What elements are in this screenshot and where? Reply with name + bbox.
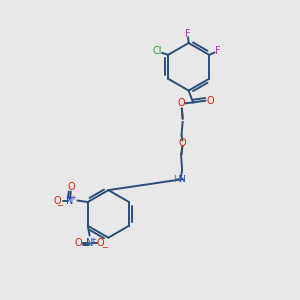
Text: −: − bbox=[101, 243, 108, 252]
Text: O: O bbox=[53, 196, 61, 206]
Text: +: + bbox=[70, 195, 76, 201]
Text: O: O bbox=[178, 139, 186, 148]
Text: −: − bbox=[56, 201, 63, 210]
Text: +: + bbox=[90, 237, 96, 243]
Text: O: O bbox=[67, 182, 75, 192]
Text: N: N bbox=[66, 196, 74, 206]
Text: O: O bbox=[207, 96, 214, 106]
Text: N: N bbox=[178, 175, 185, 184]
Text: O: O bbox=[74, 238, 82, 248]
Text: H: H bbox=[173, 175, 179, 184]
Text: N: N bbox=[85, 238, 93, 248]
Text: O: O bbox=[97, 238, 104, 248]
Text: Cl: Cl bbox=[152, 46, 161, 56]
Text: F: F bbox=[185, 29, 191, 39]
Text: O: O bbox=[178, 98, 186, 108]
Text: F: F bbox=[215, 46, 221, 56]
